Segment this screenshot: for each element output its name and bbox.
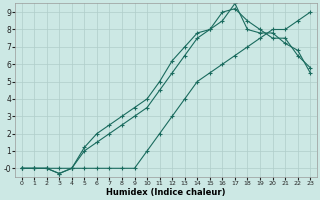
X-axis label: Humidex (Indice chaleur): Humidex (Indice chaleur) bbox=[106, 188, 226, 197]
